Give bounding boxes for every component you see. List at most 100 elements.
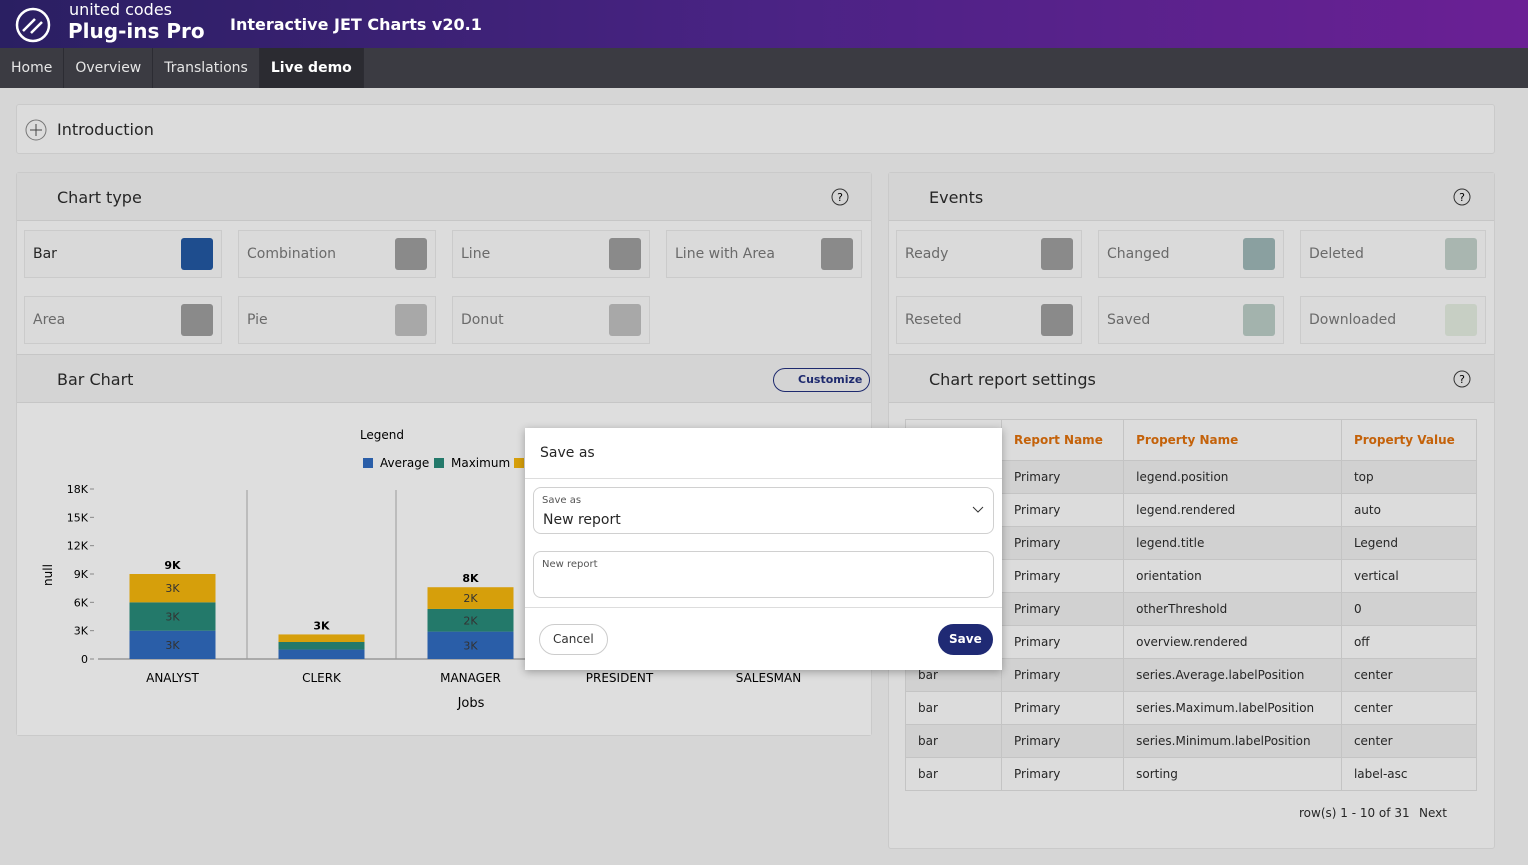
header-cell[interactable]: Property Name [1123, 419, 1342, 461]
bar-segment [427, 608, 514, 632]
x-axis-label: Jobs [457, 696, 485, 711]
bar-label: 3K [165, 639, 180, 652]
customize-button[interactable]: Customize [773, 368, 871, 392]
nav-item[interactable]: Overview [64, 48, 154, 88]
chart-type-option[interactable]: Combination [238, 230, 436, 278]
table-cell: top [1340, 460, 1478, 494]
event-icon [1243, 304, 1275, 336]
legend-title: Legend [360, 428, 404, 442]
total-label: 3K [313, 619, 330, 632]
save-button[interactable]: Save [938, 624, 993, 655]
legend-label: Average [380, 456, 429, 470]
y-axis-label: null [41, 564, 55, 586]
table-cell: legend.rendered [1123, 493, 1342, 527]
table-cell: center [1340, 691, 1478, 725]
select-field[interactable]: Save as New report [533, 487, 994, 534]
x-tick-label: CLERK [302, 671, 342, 685]
nav-item[interactable]: Live demo [259, 48, 364, 88]
option-icon [609, 304, 641, 336]
event-label: Ready [905, 246, 949, 262]
header-cell[interactable]: Report Name [1000, 419, 1125, 461]
next-link[interactable]: Next [1419, 806, 1447, 820]
event-item[interactable]: Reseted [896, 296, 1082, 344]
brand-top: united codes [69, 0, 173, 19]
divider [525, 478, 1002, 479]
table-row: bar Primary series.Minimum.labelPosition ce… [905, 724, 1478, 758]
svg-text:?: ? [1459, 373, 1465, 386]
svg-text:?: ? [837, 191, 843, 204]
y-tick-label: 3K [74, 625, 89, 638]
legend-label: Maximum [451, 456, 510, 470]
chart-type-option[interactable]: Line with Area [666, 230, 862, 278]
chart-type-option[interactable]: Area [24, 296, 222, 344]
event-item[interactable]: Changed [1098, 230, 1284, 278]
chart-type-option[interactable]: Line [452, 230, 650, 278]
option-icon [395, 304, 427, 336]
bar-segment [427, 587, 514, 609]
panel-header: Events ? [889, 173, 1494, 221]
legend-swatch [434, 458, 444, 468]
table-cell: bar [905, 724, 1002, 758]
table-cell: legend.position [1123, 460, 1342, 494]
intro-title[interactable]: Introduction [57, 120, 154, 139]
table-cell: Legend [1340, 526, 1478, 560]
event-icon [1243, 238, 1275, 270]
panel-title: Bar Chart [57, 370, 134, 389]
table-cell: bar [905, 757, 1002, 791]
help-icon[interactable]: ? [1453, 188, 1471, 206]
header: united codes Plug-ins Pro Interactive JE… [0, 0, 1528, 48]
event-item[interactable]: Deleted [1300, 230, 1486, 278]
option-label: Donut [461, 312, 504, 328]
events-panel: Events ? Chart report settings ? Report … [888, 172, 1495, 849]
table-cell: vertical [1340, 559, 1478, 593]
event-item[interactable]: Downloaded [1300, 296, 1486, 344]
bar-segment [129, 602, 216, 631]
table-cell: center [1340, 658, 1478, 692]
table-cell: Primary [1000, 691, 1125, 725]
table-cell: Primary [1000, 592, 1125, 626]
option-label: Line with Area [675, 246, 775, 262]
x-tick-label: PRESIDENT [586, 671, 654, 685]
table-cell: orientation [1123, 559, 1342, 593]
table-row: bar Primary series.Maximum.labelPosition ce… [905, 691, 1478, 725]
header-cell[interactable]: Property Value [1340, 419, 1478, 461]
legend-swatch [514, 458, 524, 468]
bar-label: 3K [165, 611, 180, 624]
table-cell: Primary [1000, 757, 1125, 791]
event-label: Deleted [1309, 246, 1364, 262]
table-cell: Primary [1000, 559, 1125, 593]
nav-item[interactable]: Translations [153, 48, 260, 88]
brand-bottom: Plug-ins Pro [68, 19, 205, 43]
chart-type-option[interactable]: Pie [238, 296, 436, 344]
total-label: 9K [164, 559, 181, 572]
y-tick-label: 15K [67, 511, 89, 524]
option-label: Line [461, 246, 491, 262]
option-icon [181, 304, 213, 336]
expand-icon[interactable] [25, 119, 47, 141]
event-item[interactable]: Ready [896, 230, 1082, 278]
help-icon[interactable]: ? [831, 188, 849, 206]
table-cell: Primary [1000, 526, 1125, 560]
bar-segment [129, 574, 216, 603]
event-label: Saved [1107, 312, 1151, 328]
table-cell: off [1340, 625, 1478, 659]
panel-title: Chart report settings [929, 370, 1096, 389]
chart-type-option[interactable]: Bar [24, 230, 222, 278]
table-cell: center [1340, 724, 1478, 758]
event-item[interactable]: Saved [1098, 296, 1284, 344]
nav-item[interactable]: Home [0, 48, 65, 88]
help-icon[interactable]: ? [1453, 370, 1471, 388]
cancel-button[interactable]: Cancel [539, 624, 608, 655]
panel-header: Chart type ? [17, 173, 871, 221]
chart-type-option[interactable]: Donut [452, 296, 650, 344]
table-cell: overview.rendered [1123, 625, 1342, 659]
option-icon [609, 238, 641, 270]
option-icon [181, 238, 213, 270]
text-field[interactable]: New report [533, 551, 994, 598]
bar-label: 3K [165, 582, 180, 595]
dialog-title: Save as [540, 445, 595, 461]
save-dialog: Save as Save as New report New report Ca… [525, 428, 1002, 670]
event-icon [1445, 304, 1477, 336]
